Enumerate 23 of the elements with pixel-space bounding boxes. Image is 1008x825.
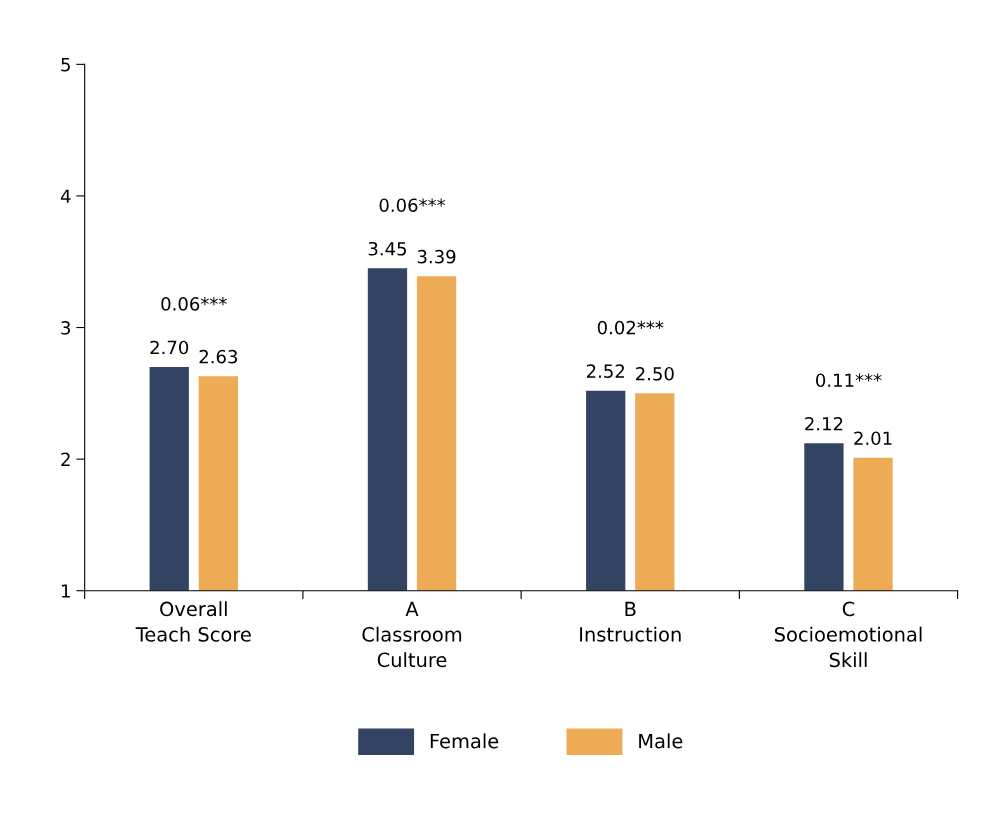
data-label: 2.70 — [150, 340, 189, 355]
data-label: 3.39 — [417, 249, 456, 264]
x-tick-label: A Classroom Culture — [362, 601, 462, 668]
data-label: 2.50 — [636, 366, 674, 381]
y-tick-label: 2 — [61, 452, 70, 466]
annotation: 0.02*** — [597, 320, 664, 335]
y-tick-label: 5 — [61, 58, 70, 72]
annotation: 0.06*** — [379, 198, 446, 213]
data-label: 2.52 — [586, 364, 624, 378]
data-label: 2.63 — [199, 349, 237, 364]
x-tick-label: C Socioemotional Skill — [774, 601, 922, 668]
annotation: 0.06*** — [161, 297, 227, 311]
x-tick-label: Overall Teach Score — [135, 601, 251, 642]
data-label: 2.01 — [854, 431, 892, 446]
data-label: 3.45 — [368, 241, 406, 256]
y-tick-label: 1 — [61, 584, 70, 598]
x-tick-label: B Instruction — [580, 601, 681, 642]
legend-label: Male — [639, 733, 683, 749]
annotation: 0.11*** — [816, 373, 882, 388]
y-tick-label: 4 — [60, 189, 71, 203]
data-label: 2.12 — [805, 416, 843, 431]
legend-label: Female — [430, 733, 499, 749]
y-tick-label: 3 — [61, 320, 71, 335]
